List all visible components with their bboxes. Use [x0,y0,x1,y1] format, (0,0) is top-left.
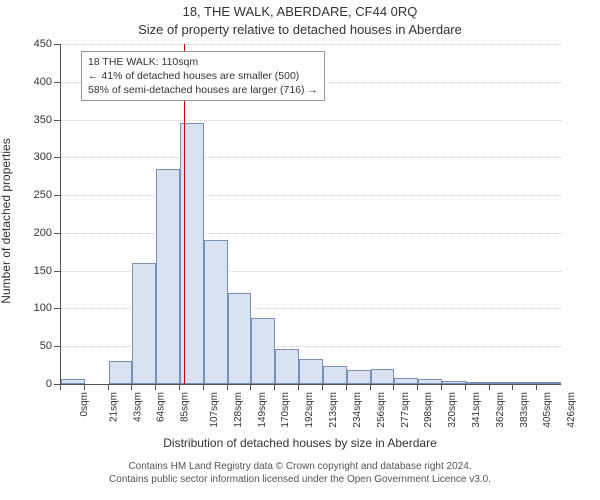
footer-attribution: Contains HM Land Registry data © Crown c… [0,460,600,486]
histogram-bar [109,361,133,384]
chart-title-main: 18, THE WALK, ABERDARE, CF44 0RQ [0,4,600,19]
footer-line-1: Contains HM Land Registry data © Crown c… [0,460,600,473]
x-tick-label: 383sqm [519,392,530,428]
x-tick [108,384,109,390]
x-tick-label: 149sqm [257,392,268,428]
x-tick-label: 341sqm [471,392,482,428]
x-tick-label: 426sqm [566,392,577,428]
x-tick [60,384,61,390]
x-tick [203,384,204,390]
histogram-bar [347,370,371,384]
histogram-bar [132,263,156,384]
x-tick [465,384,466,390]
x-tick [155,384,156,390]
x-tick [84,384,85,390]
x-tick-label: 85sqm [180,392,191,422]
x-tick [250,384,251,390]
x-tick-label: 405sqm [542,392,553,428]
y-tick-label: 100 [34,302,52,314]
y-tick [54,233,60,234]
y-tick [54,120,60,121]
x-tick-label: 21sqm [108,392,119,422]
y-tick [54,44,60,45]
x-tick [131,384,132,390]
x-tick [322,384,323,390]
histogram-plot: 18 THE WALK: 110sqm← 41% of detached hou… [60,44,561,385]
y-tick-label: 50 [40,340,52,352]
x-tick [298,384,299,390]
y-tick-label: 450 [34,38,52,50]
y-tick-label: 150 [34,265,52,277]
x-tick-label: 234sqm [352,392,363,428]
histogram-bar [228,293,252,384]
x-tick-label: 0sqm [79,392,90,416]
x-axis-label: Distribution of detached houses by size … [0,436,600,450]
info-box-line: 58% of semi-detached houses are larger (… [88,83,318,97]
histogram-bar [490,382,514,384]
x-tick [346,384,347,390]
y-tick [54,308,60,309]
y-tick [54,271,60,272]
y-tick [54,82,60,83]
histogram-bar [323,366,347,384]
y-tick-label: 250 [34,189,52,201]
histogram-bar [513,382,537,384]
histogram-bar [394,378,418,384]
histogram-bar [418,379,442,384]
y-tick [54,195,60,196]
histogram-bar [275,349,299,384]
x-tick-label: 277sqm [400,392,411,428]
y-tick-label: 350 [34,114,52,126]
x-tick [441,384,442,390]
x-tick-label: 362sqm [495,392,506,428]
x-tick [274,384,275,390]
x-tick [370,384,371,390]
x-tick-label: 192sqm [304,392,315,428]
x-tick-label: 213sqm [328,392,339,428]
histogram-bar [156,169,180,384]
info-box-line: 18 THE WALK: 110sqm [88,55,318,69]
histogram-bar [537,382,561,384]
x-tick-label: 64sqm [156,392,167,422]
chart-title-sub: Size of property relative to detached ho… [0,22,600,37]
x-tick-label: 107sqm [209,392,220,428]
x-tick [179,384,180,390]
x-tick [417,384,418,390]
histogram-bar [251,318,275,384]
y-axis-label: Number of detached properties [0,51,13,391]
y-tick-label: 400 [34,76,52,88]
x-tick [489,384,490,390]
histogram-bar [442,381,466,384]
info-box-line: ← 41% of detached houses are smaller (50… [88,69,318,83]
y-tick-label: 300 [34,151,52,163]
x-tick-label: 298sqm [423,392,434,428]
y-tick [54,157,60,158]
footer-line-2: Contains public sector information licen… [0,473,600,486]
x-tick [536,384,537,390]
x-tick-label: 128sqm [233,392,244,428]
y-tick-label: 200 [34,227,52,239]
x-tick [512,384,513,390]
x-tick-label: 256sqm [376,392,387,428]
x-tick [393,384,394,390]
x-tick [227,384,228,390]
x-tick-label: 170sqm [281,392,292,428]
x-tick-label: 320sqm [447,392,458,428]
histogram-bar [299,359,323,384]
y-tick [54,346,60,347]
histogram-bar [371,369,395,384]
x-tick-label: 43sqm [132,392,143,422]
histogram-bar [466,382,490,384]
histogram-bar [61,379,85,384]
y-tick-label: 0 [46,378,52,390]
marker-info-box: 18 THE WALK: 110sqm← 41% of detached hou… [81,51,325,102]
histogram-bar [204,240,228,384]
